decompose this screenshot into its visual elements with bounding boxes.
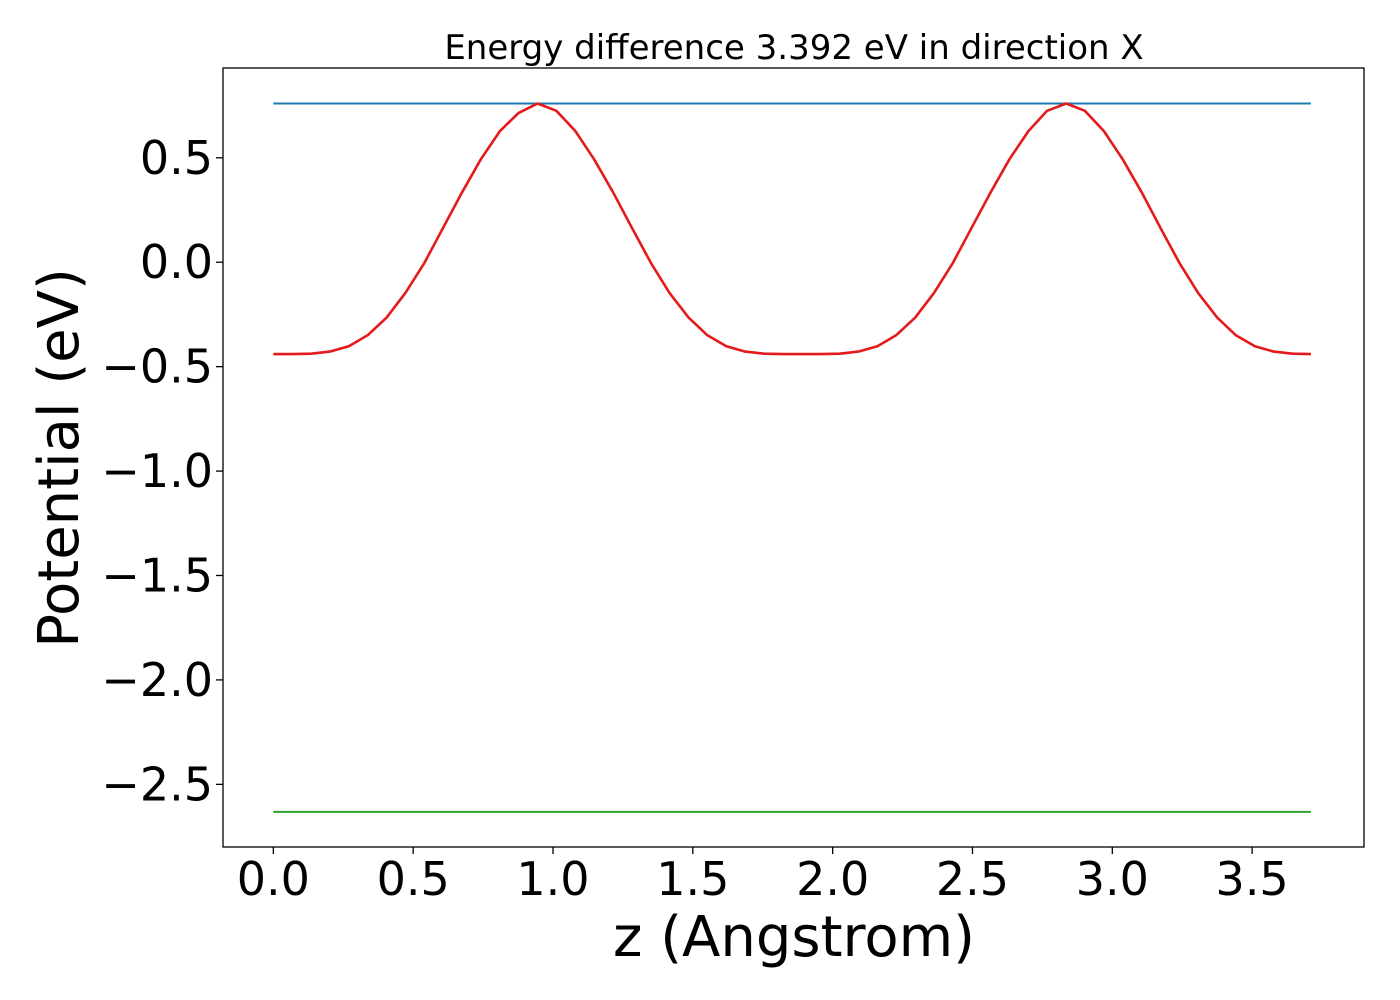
series-line-3 xyxy=(273,102,1311,356)
y-tick-label: −0.5 xyxy=(101,340,213,394)
y-tick-label: −1.5 xyxy=(101,548,213,602)
y-tick-label: −2.5 xyxy=(101,757,213,811)
y-tick-label: −2.0 xyxy=(101,653,213,707)
series-layer xyxy=(273,102,1311,813)
x-tick-label: 0.5 xyxy=(377,852,450,906)
x-tick-label: 1.0 xyxy=(516,852,589,906)
y-tick-label: −1.0 xyxy=(101,444,213,498)
x-axis-label: z (Angstrom) xyxy=(613,905,975,970)
x-tick-label: 3.0 xyxy=(1076,852,1149,906)
y-tick-label: 0.5 xyxy=(140,131,213,185)
x-tick-label: 2.5 xyxy=(936,852,1009,906)
x-tick-label: 0.0 xyxy=(237,852,310,906)
chart-title: Energy difference 3.392 eV in direction … xyxy=(444,28,1143,68)
x-tick-label: 2.0 xyxy=(796,852,869,906)
y-axis-label: Potential (eV) xyxy=(27,268,92,648)
tick-layer: 0.0 0.5 1.0 1.5 2.0 2.5 3.0 3.5 0.5 0.0 −0.5 −1.0 −1… xyxy=(101,131,1288,906)
y-tick-label: 0.0 xyxy=(140,235,213,289)
x-tick-label: 1.5 xyxy=(656,852,729,906)
x-tick-label: 3.5 xyxy=(1216,852,1289,906)
plot-frame xyxy=(222,67,1365,848)
